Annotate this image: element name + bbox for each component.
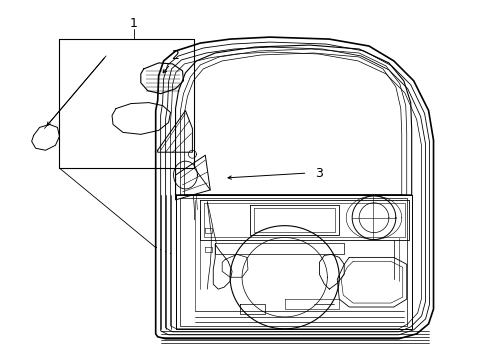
Text: 2: 2 [171, 49, 179, 63]
Text: 1: 1 [130, 17, 138, 30]
Text: 3: 3 [315, 167, 323, 180]
